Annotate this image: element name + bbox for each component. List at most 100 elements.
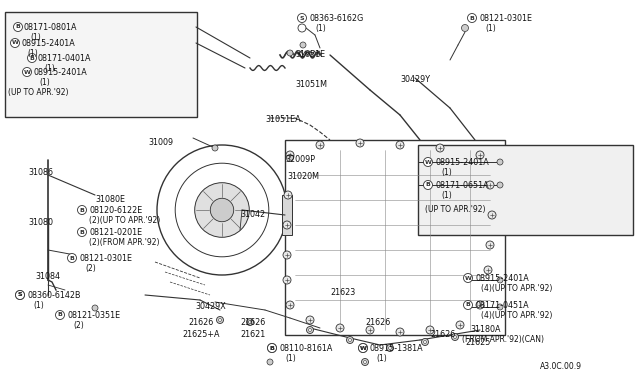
Text: S: S [300, 16, 304, 20]
Circle shape [497, 182, 503, 188]
Text: 21625+A: 21625+A [182, 330, 220, 339]
Text: 08360-6142B: 08360-6142B [27, 291, 81, 300]
Text: 31180A: 31180A [470, 325, 500, 334]
Text: B: B [15, 25, 20, 29]
Text: 08171-0651A: 08171-0651A [435, 181, 488, 190]
Text: W: W [360, 346, 367, 350]
Circle shape [286, 151, 294, 159]
Circle shape [267, 359, 273, 365]
Circle shape [307, 327, 314, 334]
Text: 31086: 31086 [28, 168, 53, 177]
Text: 08363-6162G: 08363-6162G [309, 14, 364, 23]
Circle shape [306, 316, 314, 324]
Text: (4)(UP TO APR.'92): (4)(UP TO APR.'92) [481, 284, 552, 293]
Circle shape [300, 42, 306, 48]
Text: 31080: 31080 [28, 218, 53, 227]
Text: 21621: 21621 [240, 330, 265, 339]
Circle shape [298, 24, 306, 32]
Text: (1): (1) [485, 24, 496, 33]
Circle shape [175, 163, 269, 257]
Circle shape [67, 253, 77, 263]
Text: 08121-0301E: 08121-0301E [79, 254, 132, 263]
Circle shape [212, 145, 218, 151]
Text: (1): (1) [44, 64, 55, 73]
Circle shape [388, 347, 392, 349]
Circle shape [248, 321, 252, 323]
Circle shape [346, 337, 353, 343]
Text: B: B [58, 312, 63, 317]
Text: B: B [70, 256, 74, 260]
Circle shape [219, 318, 221, 321]
Circle shape [268, 343, 276, 353]
Bar [285, 140, 505, 335]
Circle shape [358, 343, 367, 353]
Circle shape [488, 211, 496, 219]
Circle shape [286, 301, 294, 309]
Text: (1): (1) [39, 78, 50, 87]
Text: (1): (1) [30, 33, 41, 42]
Text: 08110-8161A: 08110-8161A [279, 344, 332, 353]
Text: 08171-0401A: 08171-0401A [38, 54, 92, 63]
Text: 21626: 21626 [240, 318, 265, 327]
Text: B: B [426, 183, 431, 187]
Circle shape [454, 336, 456, 339]
Circle shape [283, 221, 291, 229]
Circle shape [349, 339, 351, 341]
Circle shape [396, 141, 404, 149]
Circle shape [422, 339, 429, 346]
Text: B: B [269, 346, 275, 350]
Text: (2)(UP TO APR.'92): (2)(UP TO APR.'92) [89, 216, 160, 225]
Text: 08171-0801A: 08171-0801A [24, 23, 77, 32]
Text: B: B [29, 55, 35, 61]
Circle shape [22, 67, 31, 77]
Text: B: B [470, 16, 474, 20]
Circle shape [287, 50, 293, 56]
Circle shape [268, 343, 276, 353]
Circle shape [15, 291, 24, 299]
Circle shape [366, 326, 374, 334]
Text: 30429Y: 30429Y [400, 75, 430, 84]
Text: 31080E: 31080E [95, 195, 125, 204]
Text: (1): (1) [33, 301, 44, 310]
Circle shape [424, 157, 433, 167]
Circle shape [364, 360, 366, 363]
Text: 08915-2401A: 08915-2401A [475, 274, 529, 283]
Circle shape [461, 25, 468, 32]
Text: 21626: 21626 [365, 318, 390, 327]
Text: 21626: 21626 [188, 318, 213, 327]
Text: 08121-0351E: 08121-0351E [67, 311, 120, 320]
Circle shape [77, 228, 86, 237]
Circle shape [13, 22, 22, 32]
Circle shape [424, 341, 426, 343]
Text: (2): (2) [73, 321, 84, 330]
Text: 08915-1381A: 08915-1381A [370, 344, 424, 353]
Circle shape [358, 343, 367, 353]
Circle shape [486, 181, 494, 189]
Bar [282, 195, 292, 235]
Text: 32009P: 32009P [285, 155, 315, 164]
Text: W: W [465, 276, 472, 280]
Text: 21626: 21626 [430, 330, 455, 339]
Text: 08915-2401A: 08915-2401A [21, 39, 75, 48]
Text: (1): (1) [376, 354, 387, 363]
Circle shape [308, 328, 312, 331]
Circle shape [195, 183, 250, 237]
Circle shape [476, 301, 484, 309]
Text: (2)(FROM APR.'92): (2)(FROM APR.'92) [89, 238, 159, 247]
Circle shape [211, 198, 234, 222]
Circle shape [484, 266, 492, 274]
Text: (1): (1) [315, 24, 326, 33]
Text: 31042: 31042 [240, 210, 265, 219]
Text: 30429X: 30429X [195, 302, 226, 311]
Circle shape [486, 241, 494, 249]
Circle shape [92, 305, 98, 311]
Circle shape [456, 321, 464, 329]
Circle shape [316, 141, 324, 149]
Text: B: B [79, 230, 84, 234]
Circle shape [426, 326, 434, 334]
Circle shape [216, 317, 223, 324]
Text: (UP TO APR.'92): (UP TO APR.'92) [8, 88, 68, 97]
Text: (1): (1) [441, 191, 452, 200]
Text: 08121-0201E: 08121-0201E [89, 228, 142, 237]
Circle shape [387, 344, 394, 352]
